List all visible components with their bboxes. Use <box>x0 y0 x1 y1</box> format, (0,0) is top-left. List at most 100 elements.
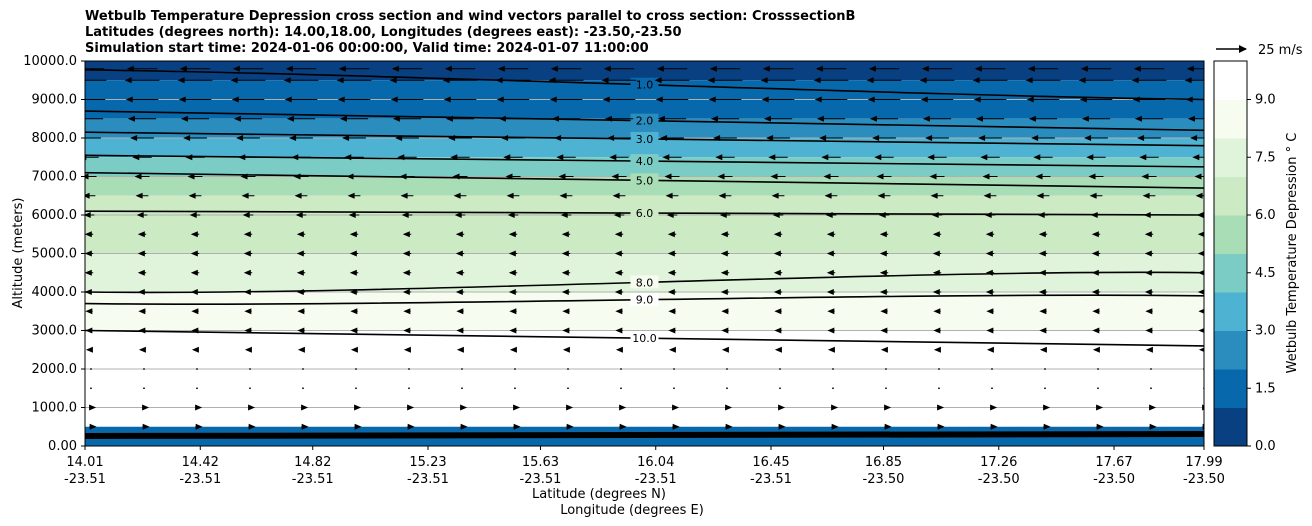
wind-vector-head <box>561 231 569 238</box>
wind-vector-head <box>656 65 664 72</box>
wind-vector-head <box>509 308 517 315</box>
colorbar-segment <box>1214 215 1247 254</box>
wind-vector-head <box>880 346 888 353</box>
wind-vector-head <box>778 423 786 430</box>
wind-vector-head <box>509 327 517 334</box>
wind-vector-head <box>771 192 779 199</box>
wind-vector-head <box>137 269 145 276</box>
wind-vector-head <box>354 404 362 411</box>
wind-vector-head <box>709 65 717 72</box>
wind-vector-head <box>982 173 990 180</box>
wind-vector-head <box>715 154 723 161</box>
wind-vector-head <box>339 115 347 122</box>
wind-vector-head <box>1134 115 1142 122</box>
wind-vector-head <box>137 289 145 295</box>
wind-vector-head <box>609 154 617 161</box>
surface-contour-band <box>85 431 1204 439</box>
wind-vector-head <box>191 346 199 353</box>
wind-vector-head <box>603 65 611 72</box>
wind-vector-head <box>238 154 246 161</box>
wind-vector-head <box>1092 346 1100 353</box>
wind-vector-head <box>559 192 567 199</box>
wind-vector-head <box>879 289 887 295</box>
contour-label-bg-4.0 <box>630 154 659 168</box>
wind-vector-head <box>349 269 357 276</box>
wind-vector-head <box>933 308 941 315</box>
wind-vector-head <box>720 269 728 276</box>
x-tick-label-lon: -23.51 <box>64 472 106 487</box>
wind-vector-head <box>554 135 562 141</box>
wind-vector <box>779 368 781 370</box>
wind-vector-head <box>456 327 464 334</box>
wind-vector-head <box>972 77 980 84</box>
wind-vector <box>726 387 728 390</box>
wind-vector-head <box>1144 250 1152 257</box>
wind-vector-head <box>391 65 399 72</box>
wind-vector-head <box>921 65 929 72</box>
wind-vector-head <box>884 423 892 430</box>
wind-vector-head <box>1184 77 1192 84</box>
wind-vector-head <box>296 231 304 238</box>
wind-vector-head <box>984 212 992 218</box>
wind-vector-head <box>667 231 675 238</box>
wind-vector <box>1044 387 1046 390</box>
wind-vector-head <box>880 308 888 315</box>
wind-vector-head <box>85 173 89 180</box>
x-tick-label-lon: -23.51 <box>635 472 677 487</box>
wind-vector-head <box>349 231 357 238</box>
wind-vector-head <box>442 77 450 84</box>
wind-vector-head <box>713 135 721 141</box>
wind-vector-head <box>768 154 776 161</box>
contour-label-bg-8.0 <box>630 275 659 289</box>
colorbar-tick-label: 7.5 <box>1255 150 1276 165</box>
wind-vector-head <box>137 231 145 238</box>
y-tick-label: 2000.0 <box>32 362 78 377</box>
wind-vector-head <box>718 192 726 199</box>
wind-vector-head <box>665 192 673 199</box>
wind-vector-head <box>1198 308 1204 314</box>
wind-vector-head <box>826 231 834 238</box>
x-tick-label-lat: 16.45 <box>752 455 789 470</box>
wind-vector-head <box>612 192 620 199</box>
contour-lines: 1.0 2.0 3.0 4.0 5.0 6.0 8.0 9.0 10.0 <box>85 69 1204 439</box>
wind-vector <box>1044 368 1046 370</box>
wind-vector-head <box>719 212 727 218</box>
wind-vector-head <box>773 250 781 257</box>
wind-vector-head <box>879 269 887 276</box>
wind-vector-head <box>286 115 294 122</box>
y-tick-label: 10000.0 <box>23 54 77 69</box>
wind-vector-head <box>773 289 781 295</box>
field-band-3 <box>85 118 1204 138</box>
wind-vector-head <box>1092 308 1100 315</box>
y-axis: 0.00 1000.0 2000.0 3000.0 4000.0 5000.0 6000.0… <box>23 54 85 454</box>
wind-vector-head <box>294 192 302 199</box>
wind-vector-head <box>932 231 940 238</box>
wind-vector-head <box>296 250 304 257</box>
wind-vector <box>1097 368 1099 370</box>
wind-vector-head <box>456 346 464 353</box>
wind-vector-head <box>778 404 786 411</box>
wind-vector <box>249 387 251 390</box>
wind-vector-head <box>929 173 937 180</box>
wind-vector-head <box>142 404 150 411</box>
wind-vector-head <box>513 404 521 411</box>
wind-vector-head <box>1144 289 1152 295</box>
wind-vector-head <box>721 327 729 334</box>
wind-vector-head <box>297 346 305 353</box>
wind-vector-head <box>725 423 733 430</box>
wind-vector-head <box>985 231 993 238</box>
wind-vector-head <box>869 115 877 122</box>
y-tick-label: 7000.0 <box>32 170 78 185</box>
x-tick-label-lat: 16.04 <box>637 455 674 470</box>
wind-vector-head <box>1149 423 1157 430</box>
wind-vector-head <box>762 65 770 72</box>
wind-vector-head <box>986 327 994 334</box>
y-tick-label: 3000.0 <box>32 324 78 339</box>
wind-vector-head <box>1089 192 1097 199</box>
wind-vector-head <box>707 77 715 84</box>
wind-vector-head <box>1197 250 1204 257</box>
wind-vector <box>143 387 145 390</box>
contour-label-bg-3.0 <box>630 131 659 145</box>
wind-vector-head <box>717 173 725 180</box>
wind-vector-head <box>185 154 193 161</box>
